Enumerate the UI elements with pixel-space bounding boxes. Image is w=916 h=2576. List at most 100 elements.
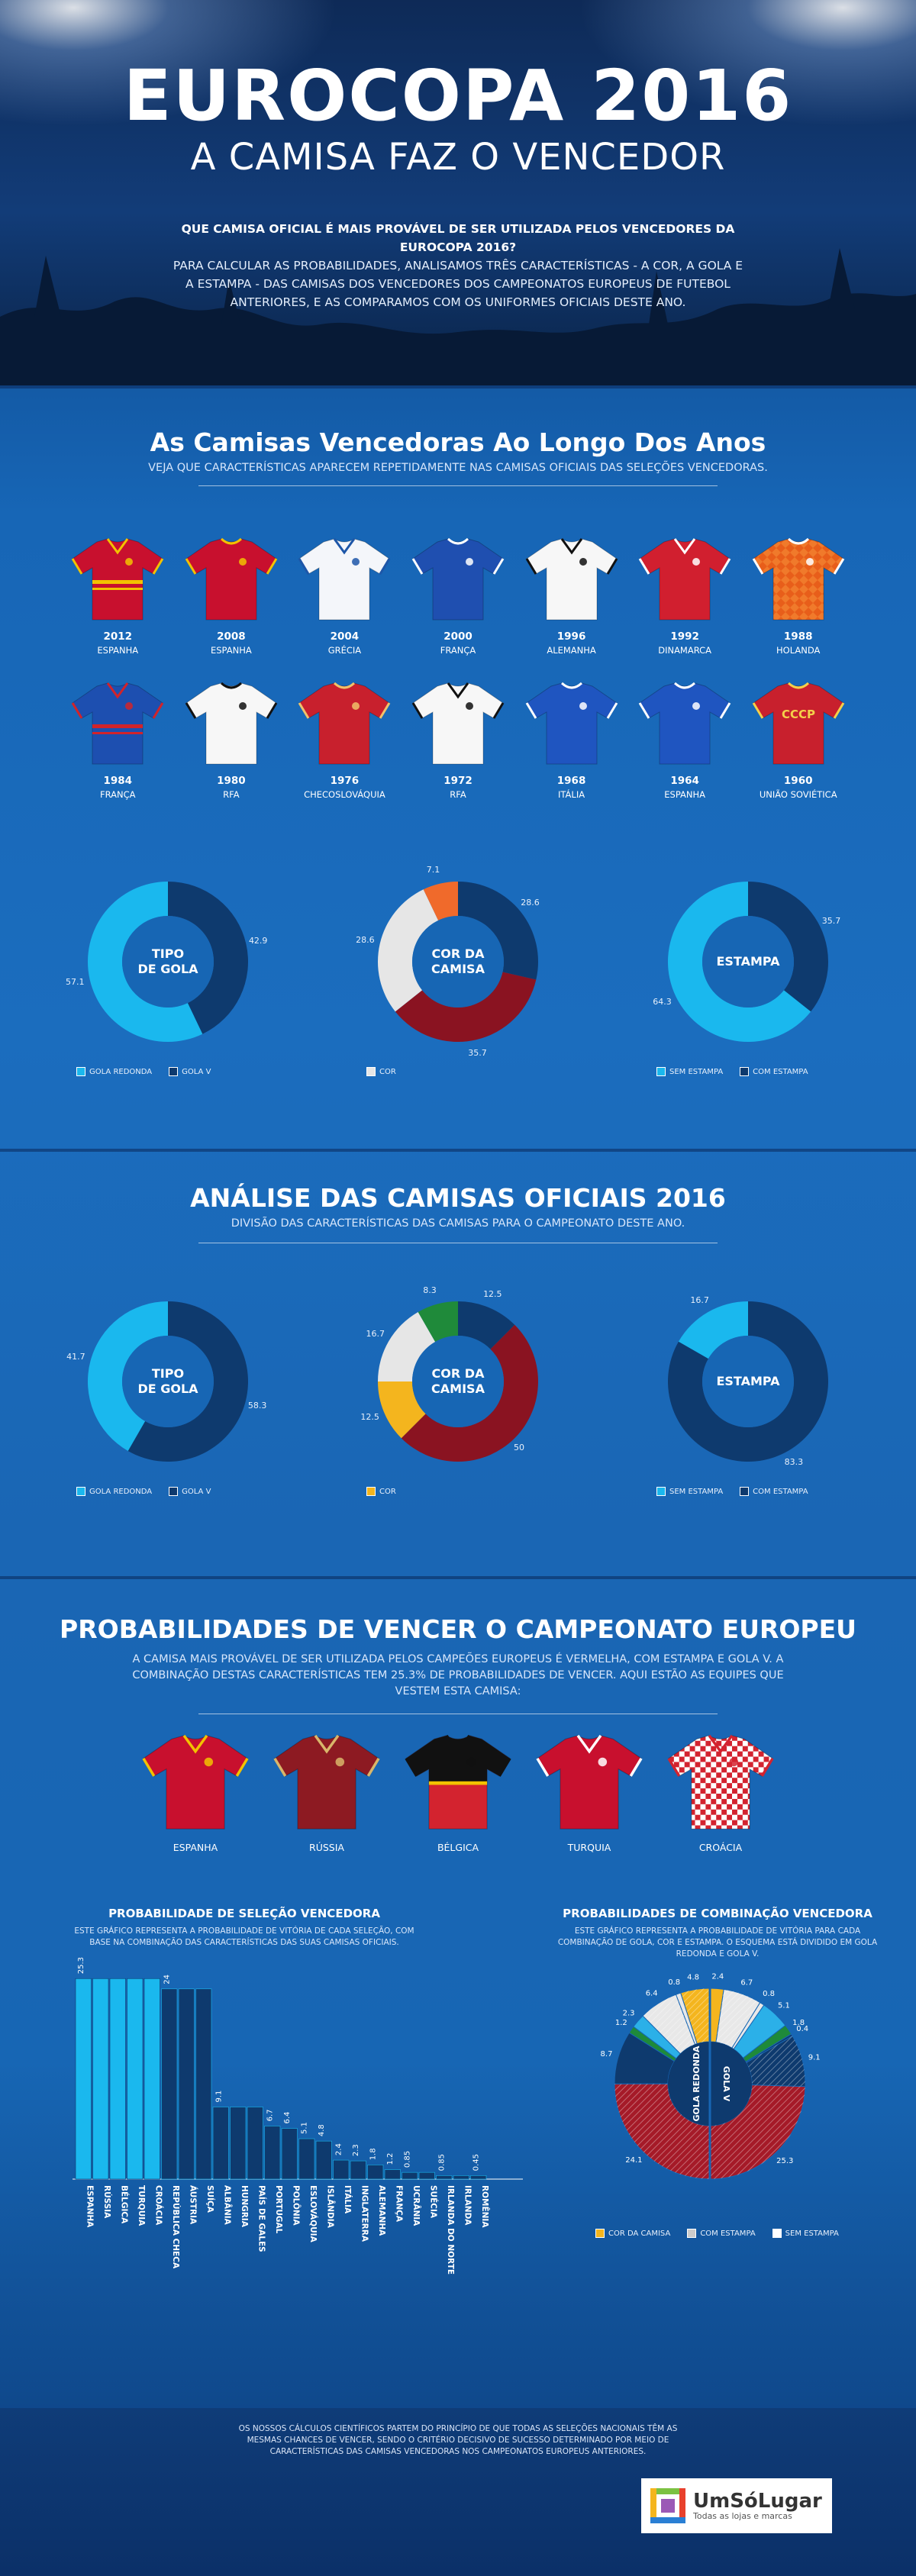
jersey-icon [405,1734,511,1830]
jersey-card: 1980 RFA [175,679,289,800]
jersey-team: CHECOSLOVÁQUIA [304,789,385,800]
donut-slice [378,1381,426,1439]
jersey-year: 1996 [556,630,586,643]
slice-label: 16.7 [690,1294,709,1305]
legend-label: SEM ESTAMPA [669,1068,724,1076]
donut-slice [668,1301,828,1462]
jersey-card: 2008 ESPANHA [175,534,289,656]
legend-swatch [169,1067,179,1076]
legend-label: GOLA V [182,1068,211,1076]
crowd-silhouette [0,248,916,385]
team-name: TURQUIA [567,1842,611,1853]
bar-category-label: PORTUGAL [274,2185,283,2234]
donut-slice [378,1311,436,1381]
donut-chart: 28.6 35.7 28.6 7.1 COR DA CAMISA COR [321,862,595,1099]
bar [144,1978,160,2180]
combo-slice-label: 25.3 [776,2157,793,2165]
combo-slice-label: 2.4 [711,1972,724,1981]
donut-slice [378,889,439,1012]
combo-slice-label: 5.1 [778,2002,790,2010]
bar-value-label: 2.4 [335,2143,344,2155]
jersey-icon [638,538,731,621]
donut-chart: 35.7 64.3 ESTAMPA SEM ESTAMPA COM ESTAMPA [611,862,885,1099]
donut-legend: COR [366,1067,396,1076]
jersey-team: ESPANHA [664,789,705,800]
bar-category-label: ALEMANHA [377,2185,386,2236]
bar-value-label: 24 [163,1975,172,1984]
winners-subtitle: VEJA QUE CARACTERÍSTICAS APARECEM REPETI… [148,462,768,474]
team-jersey-card: TURQUIA [524,1729,655,1853]
jersey-icon [71,682,164,765]
donut-center-label: COR DA CAMISA [431,946,485,976]
bar-category-label: POLÔNIA [291,2185,301,2226]
bar [384,2169,401,2180]
bar [402,2171,418,2180]
bar-category-label: CROÁCIA [153,2185,163,2226]
donut-chart: 12.5 50 12.5 16.7 8.3 COR DA CAMISA COR [321,1282,595,1519]
jersey-icon [525,682,618,765]
bar [161,1988,178,2180]
bar [315,2140,332,2180]
jersey-team: RFA [450,789,466,800]
team-jersey-card: ESPANHA [130,1729,261,1853]
team-name: RÚSSIA [309,1842,344,1853]
bar-value-label: 9.1 [214,2091,223,2103]
bar-value-label: 5.1 [301,2122,309,2134]
legend-swatch [656,1487,666,1496]
combo-slice-label: 0.8 [668,1978,680,1987]
slice-label: 16.7 [366,1329,385,1340]
bar-value-label: 1.8 [369,2148,378,2160]
bar-value-label: 6.4 [283,2112,292,2124]
slice-label: 35.7 [468,1047,487,1058]
bar [127,1978,144,2180]
bar-category-label: PAÍS DE GALES [256,2185,266,2252]
combination-donut-chart: 4.80.86.42.31.28.724.12.46.70.85.11.80.4… [601,1972,821,2180]
donut-slice [127,1301,249,1462]
legend-label: COM ESTAMPA [753,1068,808,1076]
donut-chart: 83.3 16.7 ESTAMPA SEM ESTAMPA COM ESTAMPA [611,1282,885,1519]
donut-legend: SEM ESTAMPA COM ESTAMPA [656,1067,808,1076]
jersey-team: ALEMANHA [547,645,596,656]
donut-slice [168,882,249,1034]
winners-rule [198,485,718,486]
hero-question: QUE CAMISA OFICIAL É MAIS PROVÁVEL DE SE… [181,222,735,254]
legend-swatch [740,1487,750,1496]
legend-swatch [366,1067,376,1076]
bar-category-label: FRANÇA [394,2185,403,2223]
team-jersey-card: CROÁCIA [655,1729,786,1853]
jersey-team: GRÉCIA [327,645,362,656]
donut-center-label: COR DA CAMISA [431,1366,485,1396]
legend-swatch [656,1067,666,1076]
jersey-year: 2004 [330,630,360,643]
bar [92,1978,109,2180]
jersey-card: 1968 ITÁLIA [514,679,628,800]
bar-chart-title: PROBABILIDADE DE SELEÇÃO VENCEDORA [108,1907,380,1920]
donut-slice [748,882,828,1012]
legend-swatch [76,1487,85,1496]
donut-center-label: ESTAMPA [716,1374,780,1388]
bar-value-label: 0.85 [438,2154,447,2171]
bar [453,2175,469,2180]
bar-category-label: ITÁLIA [343,2185,353,2214]
probabilities-section: PROBABILIDADES DE VENCER O CAMPEONATO EU… [0,1576,916,2408]
bar-value-label: 0.45 [473,2154,481,2171]
winners-title: As Camisas Vencedoras Ao Longo Dos Anos [150,427,766,457]
jersey-icon [142,1734,249,1830]
jersey-year: 1992 [670,630,699,643]
jersey-icon [411,537,505,621]
hero-intro: QUE CAMISA OFICIAL É MAIS PROVÁVEL DE SE… [168,220,748,311]
umsolugar-logo[interactable]: UmSóLugar Todas as lojas e marcas [641,2478,832,2533]
bar [281,2128,298,2180]
donut-slice [668,882,811,1042]
jersey-icon [71,538,164,621]
combo-chart-description: ESTE GRÁFICO REPRESENTA A PROBABILIDADE … [557,1926,878,1959]
slice-label: 50 [513,1442,524,1452]
slice-label: 42.9 [248,935,268,946]
bar [367,2165,384,2180]
bar [247,2107,263,2180]
team-name: BÉLGICA [437,1842,479,1853]
combo-slice-label: 1.8 [792,2019,805,2027]
combo-slice-label: 1.2 [615,2019,627,2027]
combo-slice-label: 0.4 [796,2025,808,2033]
bar [230,2107,247,2180]
